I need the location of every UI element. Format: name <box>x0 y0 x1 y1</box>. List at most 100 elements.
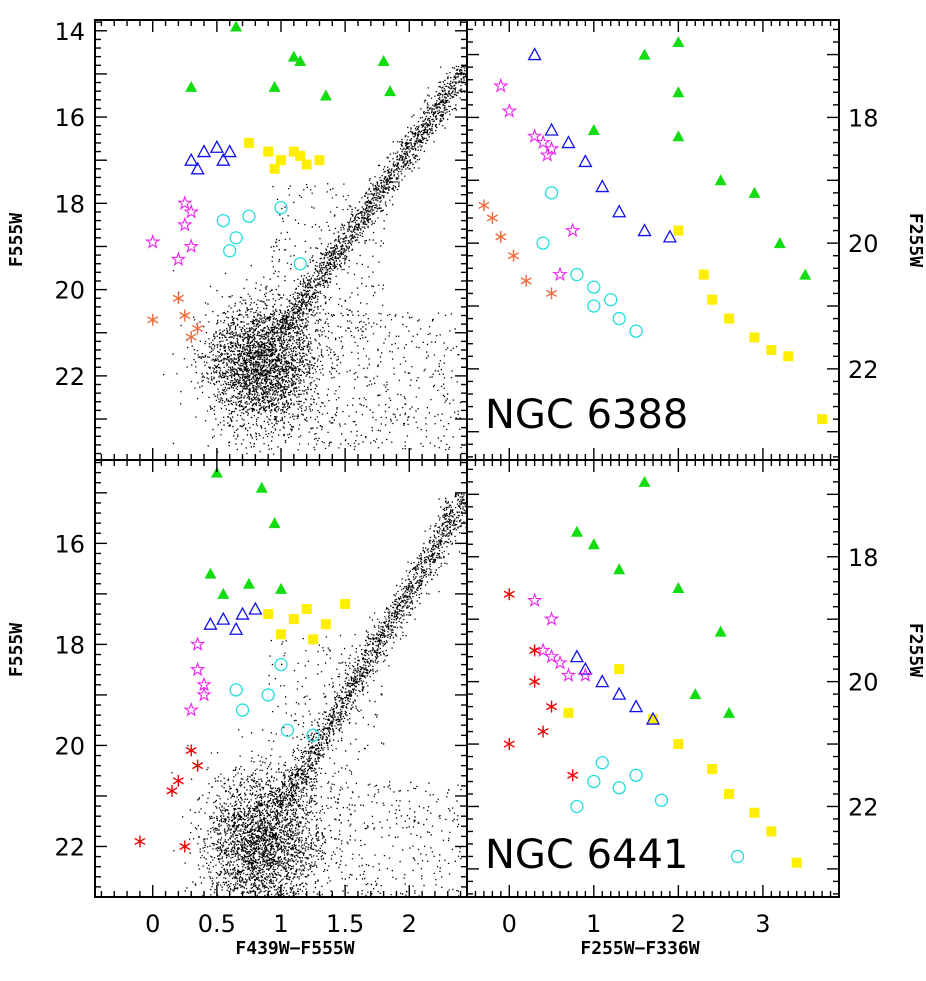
ehb-asterisk-6388-marker <box>495 230 507 243</box>
bhb-triangle-marker <box>578 154 593 168</box>
bhb-triangle-marker <box>222 144 237 158</box>
y-tick-label: 14 <box>54 18 85 46</box>
axis-tick-labels: 14 16 18 20 22 18 20 22 16 18 20 22 0 0.5 1 1.5 2 18 20 22 0… <box>54 18 878 938</box>
agb-triangle-marker <box>714 625 727 637</box>
rr-lyrae-circle-marker <box>229 231 243 245</box>
rhb-square-marker <box>295 150 306 161</box>
ehb-asterisk-6441-marker <box>529 675 541 688</box>
rhb-square-marker <box>276 155 286 166</box>
bhb-triangle-marker <box>527 47 542 61</box>
rhb-square-marker <box>263 146 274 157</box>
rr-lyrae-circle-marker <box>216 213 230 228</box>
agb-triangle-marker <box>255 481 268 493</box>
bhb-triangle-marker <box>645 711 661 725</box>
x-tick-label: 0 <box>502 910 517 938</box>
bhb-triangle-marker <box>637 223 652 237</box>
rgb-stars-6441-optical <box>171 493 467 897</box>
ehb-asterisk-6441-marker <box>185 744 197 757</box>
bhb-star-marker <box>189 636 206 652</box>
bhb-star-marker <box>177 216 193 232</box>
rr-lyrae-circle-marker <box>280 723 295 737</box>
y-axis-label-right-bottom: F255W <box>905 623 926 677</box>
hb-stars-6441-optical <box>134 466 351 853</box>
y-tick-label: 20 <box>848 230 879 258</box>
agb-triangle-marker <box>319 89 332 101</box>
rhb-square-marker <box>320 619 331 630</box>
cluster-label-ngc6441: NGC 6441 <box>485 832 688 878</box>
agb-triangle-marker <box>275 582 287 594</box>
rhb-square-marker <box>817 414 828 425</box>
y-tick-label: 18 <box>848 544 879 572</box>
bhb-star-marker <box>564 222 581 238</box>
bhb-star-marker <box>196 686 212 702</box>
agb-triangle-marker <box>294 54 307 66</box>
agb-triangle-marker <box>723 706 736 718</box>
y-tick-label: 20 <box>848 669 879 697</box>
y-tick-label: 22 <box>848 356 879 384</box>
x-axis-label-left: F439W−F555W <box>235 938 354 959</box>
agb-triangle-marker <box>268 80 281 92</box>
rhb-square-marker <box>749 332 760 343</box>
bhb-star-marker <box>552 266 568 282</box>
rr-lyrae-circle-marker <box>544 186 559 200</box>
ehb-asterisk-6441-marker <box>172 774 184 787</box>
y-tick-label: 18 <box>848 104 879 132</box>
agb-triangle-marker <box>638 48 651 60</box>
bhb-triangle-marker <box>209 139 224 153</box>
bhb-star-marker <box>543 611 560 626</box>
rhb-square-marker <box>749 807 760 818</box>
rgb-star-field <box>163 65 467 460</box>
bhb-star-marker <box>543 140 560 156</box>
bhb-star-marker <box>144 234 161 249</box>
x-tick-label: 2 <box>671 910 686 938</box>
rhb-square-marker <box>276 629 286 640</box>
rr-lyrae-circle-marker <box>730 849 745 864</box>
y-tick-label: 22 <box>848 793 879 821</box>
rhb-square-marker <box>791 857 802 868</box>
x-tick-label: 3 <box>755 910 770 938</box>
bhb-triangle-marker <box>235 606 250 620</box>
y-tick-label: 16 <box>54 104 85 132</box>
agb-triangle-marker <box>217 587 230 599</box>
rhb-square-marker <box>783 351 794 362</box>
y-tick-label: 18 <box>54 631 85 659</box>
agb-triangle-marker <box>287 50 300 62</box>
agb-triangle-marker <box>570 525 583 537</box>
rhb-square-marker <box>563 707 574 718</box>
rr-lyrae-circle-marker <box>242 209 256 223</box>
rhb-square-marker <box>308 634 319 645</box>
agb-triangle-marker <box>242 577 255 589</box>
bhb-triangle-marker <box>544 122 559 136</box>
rr-lyrae-circle-marker <box>536 236 550 250</box>
y-tick-label: 20 <box>54 277 85 305</box>
rhb-square-marker <box>263 609 274 620</box>
x-tick-label: 1 <box>273 910 288 938</box>
bhb-star-marker <box>577 667 594 682</box>
ehb-asterisk-6388-marker <box>478 199 490 212</box>
agb-triangle-marker <box>773 237 786 249</box>
bhb-triangle-marker <box>229 621 244 635</box>
y-tick-label: 18 <box>54 190 85 218</box>
bhb-triangle-marker <box>196 144 212 158</box>
y-axis-label-left-top: F555W <box>6 213 27 267</box>
panel-ngc6441-optical <box>134 466 467 897</box>
rhb-square-marker <box>614 664 625 675</box>
rr-lyrae-circle-marker <box>629 324 643 338</box>
bhb-star-marker <box>170 251 187 267</box>
ehb-asterisk-6388-marker <box>179 309 191 322</box>
ehb-asterisk-6388-marker <box>520 274 532 287</box>
rhb-square-marker <box>766 826 777 837</box>
x-tick-label: 1 <box>586 910 601 938</box>
x-tick-label: 0.5 <box>198 910 236 938</box>
rr-lyrae-circle-marker <box>587 774 601 789</box>
agb-triangle-marker <box>672 130 685 142</box>
panel-ngc6388-optical <box>144 20 467 460</box>
x-tick-label: 0 <box>145 910 160 938</box>
agb-triangle-marker <box>230 20 243 32</box>
rhb-square-marker <box>288 614 299 625</box>
rhb-square-marker <box>673 225 684 236</box>
rhb-square-marker <box>707 764 718 775</box>
bhb-star-marker <box>539 146 556 162</box>
hb-stars-6441-uv <box>503 475 802 868</box>
bhb-star-marker <box>535 642 551 658</box>
